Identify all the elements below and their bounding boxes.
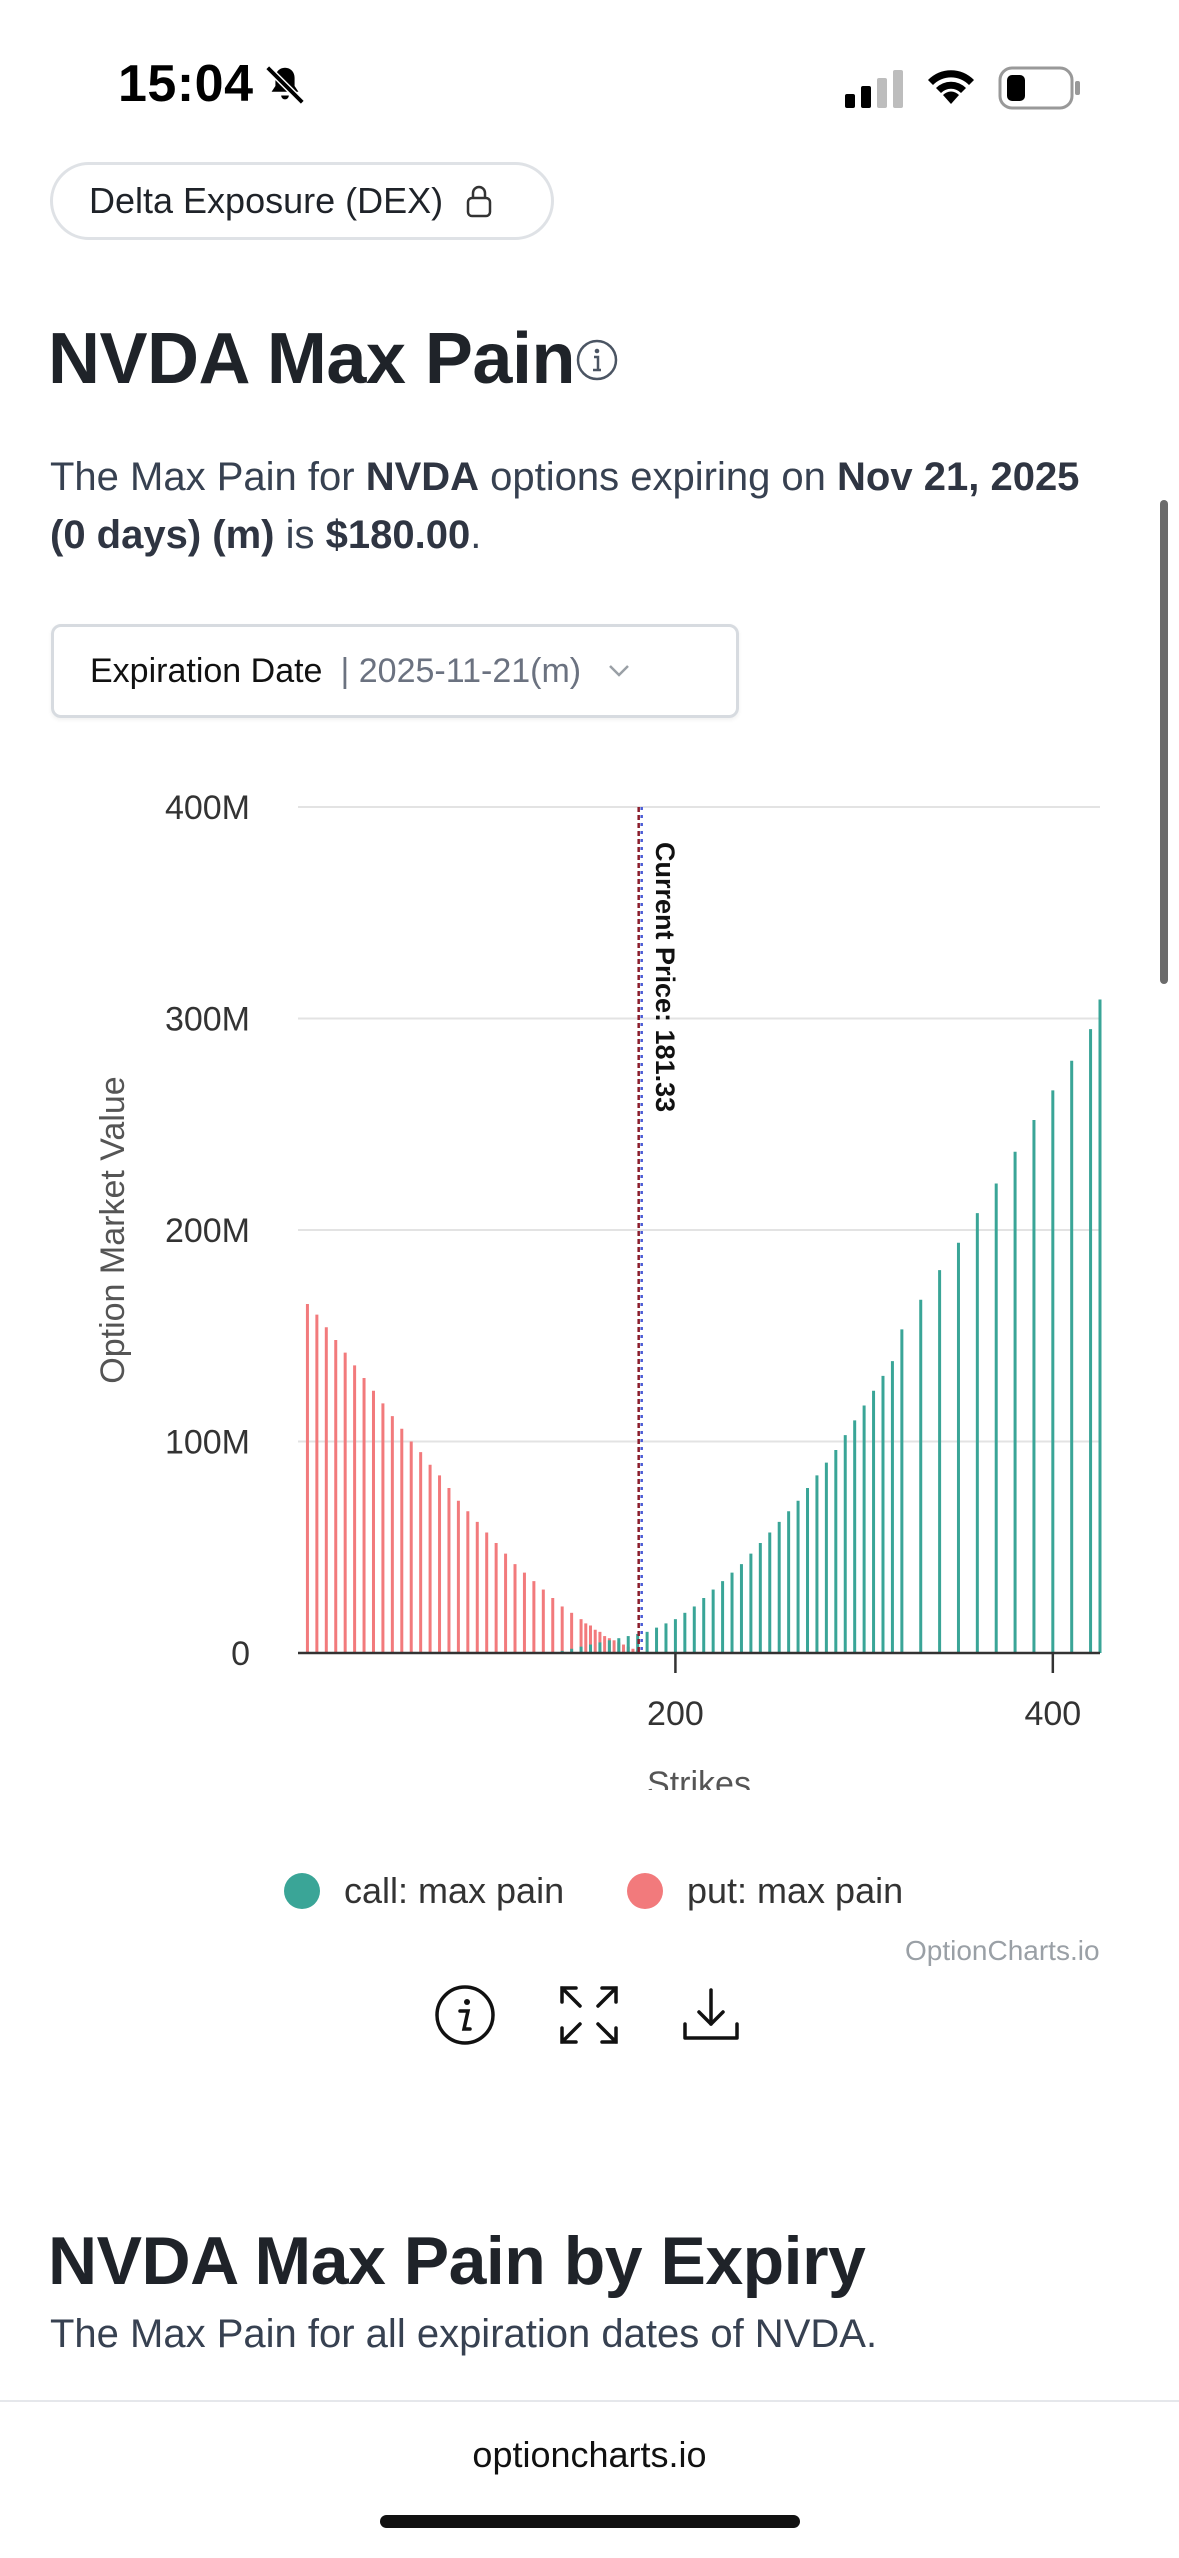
fullscreen-icon[interactable] (558, 1984, 620, 2046)
y-tick-label: 400M (165, 789, 250, 827)
chart-watermark: OptionCharts.io (905, 1935, 1100, 1966)
wifi-icon (928, 70, 974, 104)
dex-pill-button[interactable]: Delta Exposure (DEX) (50, 162, 554, 240)
current-price-label: Current Price: 181.33 (650, 842, 680, 1112)
chevron-down-icon (609, 665, 629, 677)
info-icon[interactable] (576, 339, 618, 381)
bell-muted-icon (265, 65, 305, 105)
y-tick-label: 200M (165, 1212, 250, 1250)
dex-pill-label: Delta Exposure (DEX) (89, 180, 444, 221)
cellular-signal-icon (845, 70, 903, 108)
battery-icon (998, 66, 1080, 110)
y-tick-label: 100M (165, 1424, 250, 1462)
lock-icon (466, 185, 492, 218)
x-axis-label: Strikes (647, 1765, 751, 1790)
page-title: NVDA Max Pain (48, 319, 575, 399)
max-pain-description: The Max Pain for NVDA options expiring o… (50, 455, 1080, 557)
x-tick-label: 400 (1024, 1695, 1081, 1733)
expiration-label: Expiration Date (90, 651, 323, 690)
legend-call-dot (284, 1873, 320, 1909)
home-indicator[interactable] (380, 2515, 800, 2528)
y-tick-label: 300M (165, 1001, 250, 1039)
legend-put-dot (627, 1873, 663, 1909)
section-title-by-expiry: NVDA Max Pain by Expiry (48, 2223, 866, 2299)
legend-call-label: call: max pain (344, 1870, 565, 1911)
expiration-date-select[interactable]: Expiration Date | 2025-11-21(m) (51, 624, 739, 718)
legend-put[interactable]: put: max pain (627, 1870, 903, 1912)
expiration-value: | 2025-11-21(m) (340, 651, 582, 690)
status-time: 15:04 (118, 55, 254, 113)
url-bar[interactable]: optioncharts.io (472, 2434, 707, 2475)
chart-info-icon[interactable] (434, 1984, 496, 2046)
x-tick-label: 200 (647, 1695, 704, 1733)
download-icon[interactable] (680, 1984, 742, 2046)
scrollbar[interactable] (1160, 500, 1168, 984)
legend-call[interactable]: call: max pain (284, 1870, 564, 1912)
browser-bottom-bar (0, 2400, 1179, 2558)
max-pain-chart: 0 100M 200M 300M 400M 200 400 Current Price: 1… (94, 789, 1102, 1790)
section-subtitle: The Max Pain for all expiration dates of… (50, 2312, 878, 2356)
legend-put-label: put: max pain (687, 1870, 904, 1911)
y-tick-label: 0 (231, 1635, 250, 1673)
y-axis-label: Option Market Value (94, 1076, 132, 1383)
